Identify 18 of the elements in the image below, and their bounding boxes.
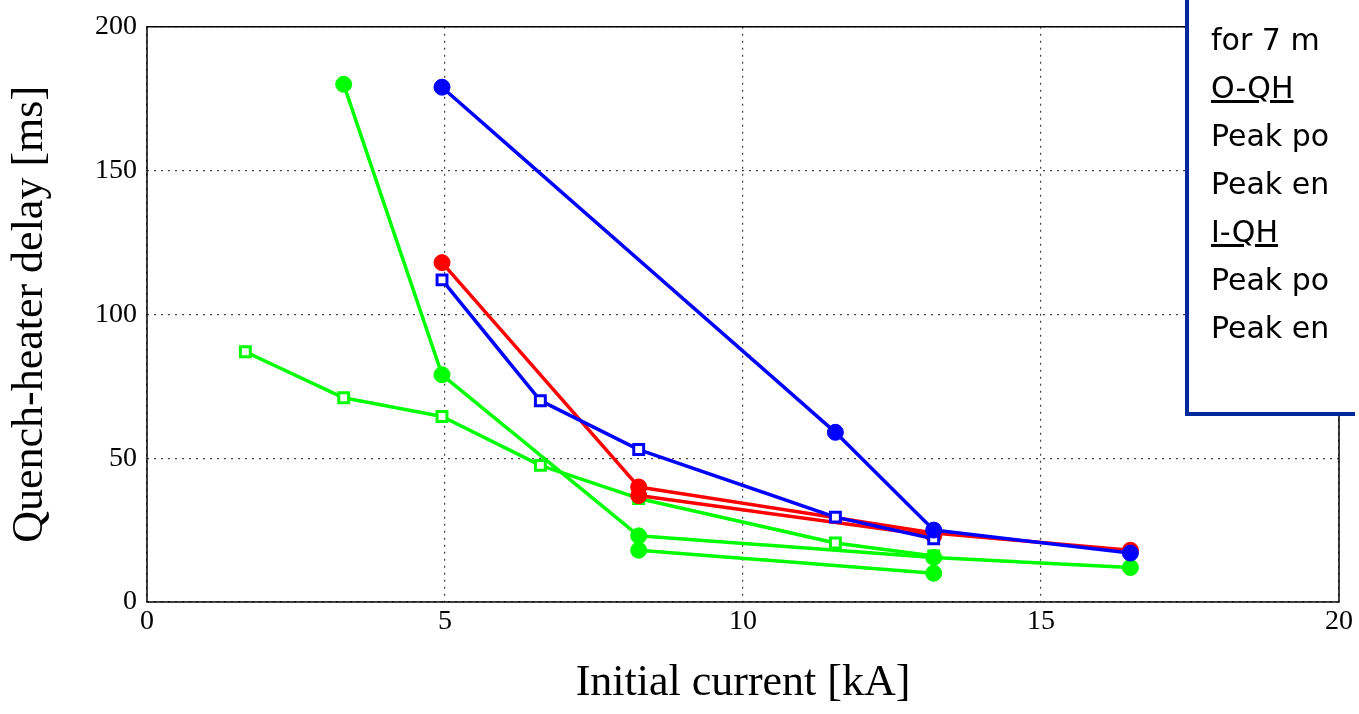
annotation: Peak po — [1211, 117, 1331, 155]
y-tick-label: 0 — [123, 584, 137, 616]
y-axis-title: Quench-heater delay [ms] — [2, 85, 52, 543]
x-tick-label: 20 — [1325, 604, 1353, 636]
annotation: I-QH — [1211, 213, 1279, 251]
annotation: for 7 m — [1211, 21, 1321, 59]
y-tick-label: 200 — [95, 9, 137, 41]
x-tick-label: 10 — [729, 604, 757, 636]
x-axis-title: Initial current [kA] — [575, 656, 911, 706]
x-tick-label: 15 — [1027, 604, 1055, 636]
y-tick-label: 50 — [109, 440, 137, 472]
annotation: Peak en — [1211, 309, 1331, 347]
y-tick-label: 100 — [95, 296, 137, 328]
y-tick-label: 150 — [95, 152, 137, 184]
annotation: O-QH — [1211, 69, 1295, 107]
annotation: Peak en — [1211, 165, 1331, 203]
x-tick-label: 5 — [438, 604, 452, 636]
annotation: Peak po — [1211, 261, 1331, 299]
